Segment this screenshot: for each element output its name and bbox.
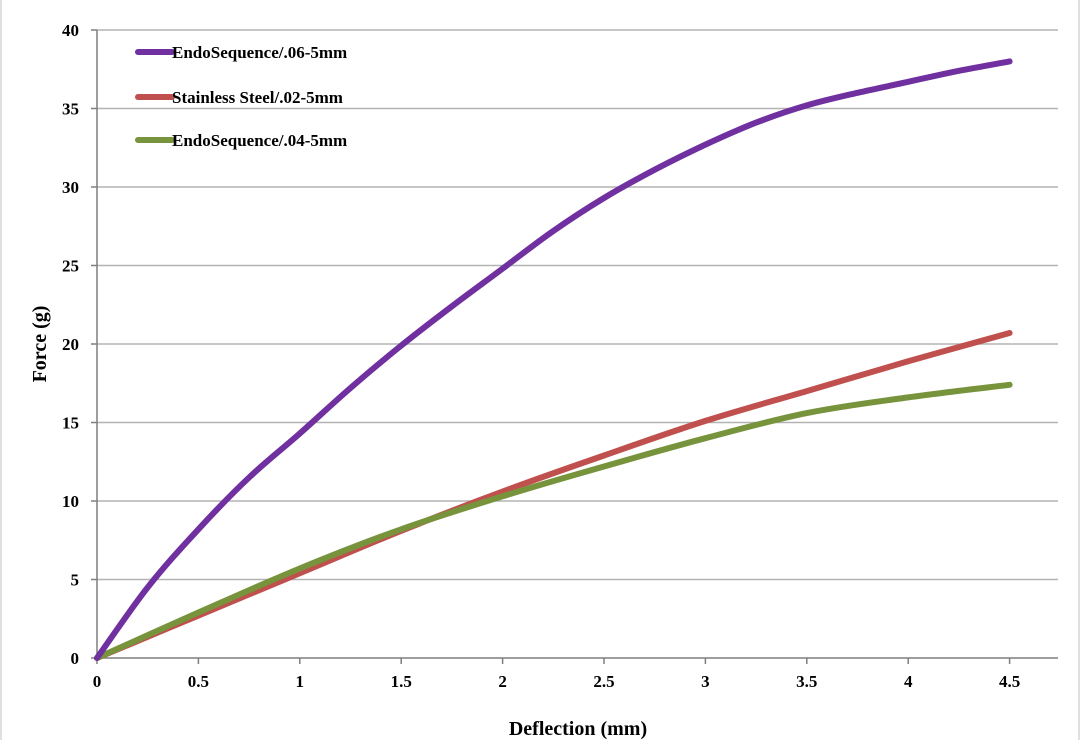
gridlines [97, 29, 1058, 581]
x-tick-label: 1 [296, 672, 305, 691]
y-tick-labels: 0 5 10 15 20 25 30 35 40 [62, 21, 79, 668]
series-line-2 [94, 381, 1013, 661]
series-lines [94, 58, 1013, 661]
y-tick-label: 30 [62, 178, 79, 197]
legend-label-1: Stainless Steel/.02-5mm [172, 88, 343, 107]
legend-label-0: EndoSequence/.06-5mm [172, 43, 347, 62]
y-tick-label: 35 [62, 100, 79, 119]
x-tick-label: 3 [701, 672, 710, 691]
axes [91, 29, 1058, 664]
x-tick-label: 3.5 [796, 672, 817, 691]
y-tick-label: 5 [71, 571, 80, 590]
x-tick-label: 4 [904, 672, 913, 691]
y-axis-title: Force (g) [29, 306, 51, 383]
x-tick-label: 0 [93, 672, 102, 691]
x-tick-label: 2 [498, 672, 507, 691]
y-tick-label: 15 [62, 414, 79, 433]
x-tick-label: 1.5 [391, 672, 412, 691]
x-tick-label: 4.5 [999, 672, 1020, 691]
y-tick-label: 40 [62, 21, 79, 40]
x-tick-labels: 0 0.5 1 1.5 2 2.5 3 3.5 4 4.5 [93, 672, 1020, 691]
series-line-0 [94, 58, 1013, 661]
y-tick-label: 20 [62, 335, 79, 354]
x-tick-label: 0.5 [188, 672, 209, 691]
x-tick-label: 2.5 [593, 672, 614, 691]
x-axis-title: Deflection (mm) [509, 718, 647, 740]
legend: EndoSequence/.06-5mm Stainless Steel/.02-… [135, 43, 347, 150]
legend-label-2: EndoSequence/.04-5mm [172, 131, 347, 150]
y-tick-label: 0 [71, 649, 80, 668]
y-tick-label: 25 [62, 257, 79, 276]
series-line-1 [94, 330, 1013, 661]
y-tick-label: 10 [62, 492, 79, 511]
